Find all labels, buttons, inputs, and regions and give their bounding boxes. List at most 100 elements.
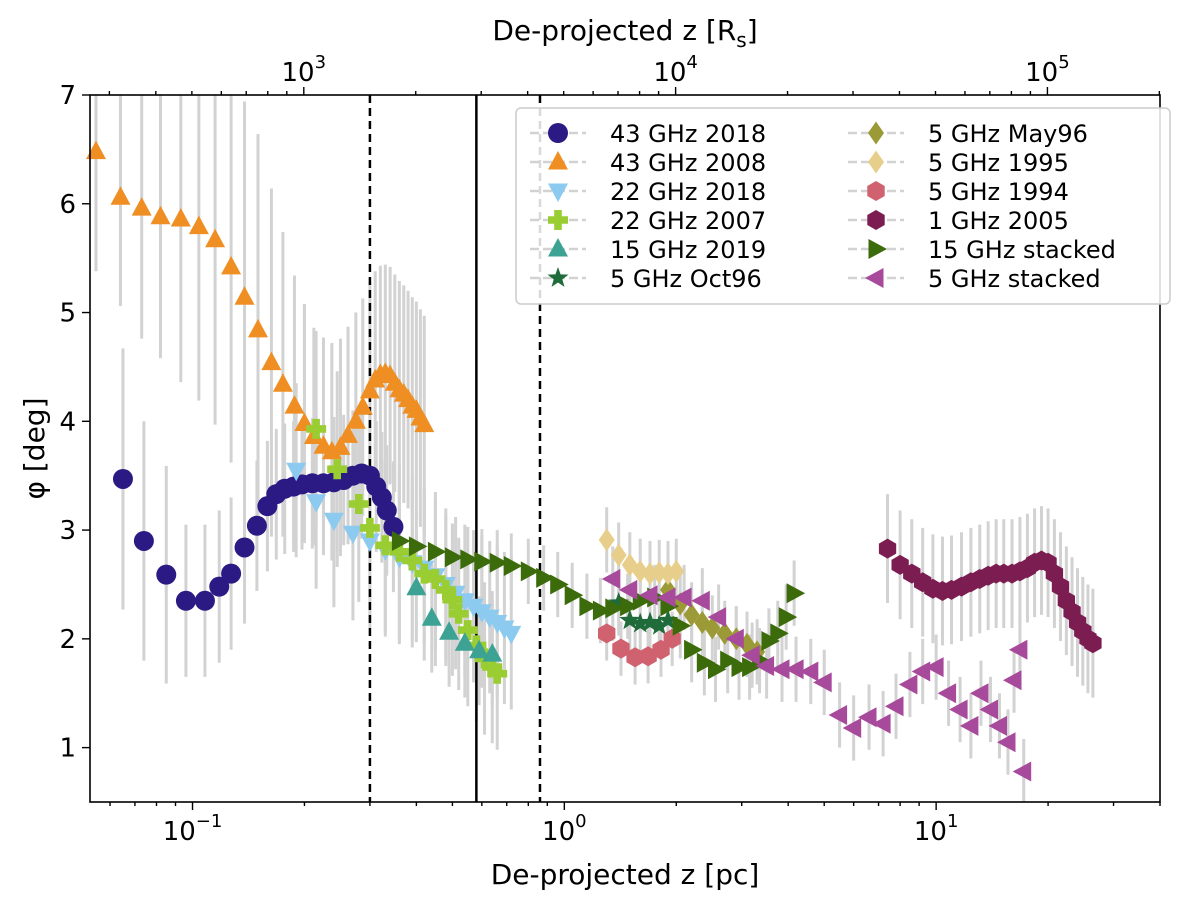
data-point (778, 607, 798, 628)
data-point (632, 590, 652, 611)
legend-marker (867, 181, 885, 201)
legend-item: 5 GHz 1995 (848, 149, 1069, 177)
series-5-ghz-1994 (598, 623, 681, 668)
data-point (414, 563, 435, 584)
data-point (997, 732, 1016, 753)
data-point (608, 592, 630, 612)
data-point (330, 436, 351, 455)
data-point (612, 638, 630, 659)
x-tick-label: 10−1 (163, 811, 223, 847)
y-axis-label: φ [deg] (18, 398, 51, 500)
data-point (221, 563, 242, 584)
data-point (170, 208, 191, 227)
data-point (663, 628, 681, 649)
data-point (234, 537, 255, 558)
top-axis-label-sub: s (736, 28, 746, 52)
legend-item: 22 GHz 2007 (530, 207, 766, 235)
data-point (704, 616, 721, 640)
data-point (979, 699, 998, 720)
data-point (707, 607, 727, 628)
data-point (731, 657, 750, 678)
data-point (383, 516, 404, 537)
y-tick-label: 7 (59, 81, 76, 111)
data-point (648, 614, 670, 635)
legend-marker (548, 210, 568, 230)
data-point (457, 620, 478, 641)
data-point (489, 552, 509, 573)
data-point (657, 609, 679, 630)
axis-ticks: 10−1 100 101 103 104 105 1 2 3 4 5 6 7 (59, 52, 1161, 847)
legend-label: 22 GHz 2018 (610, 178, 766, 206)
x2-tick-label: 105 (1025, 52, 1070, 88)
data-point (858, 707, 877, 728)
data-point (501, 625, 522, 645)
legend-marker (548, 238, 568, 257)
data-point (188, 215, 209, 235)
data-point (898, 674, 918, 695)
data-point (619, 609, 641, 630)
data-point (503, 556, 523, 576)
data-point (389, 541, 410, 562)
legend-label: 43 GHz 2008 (610, 149, 766, 177)
data-point (949, 699, 968, 720)
top-axis-label-main: De-projected z [R (492, 14, 736, 47)
y-tick-label: 3 (59, 516, 76, 546)
data-point (221, 255, 242, 275)
data-point (598, 623, 616, 644)
data-point (359, 379, 380, 399)
legend-label: 15 GHz stacked (928, 236, 1116, 264)
legend-item: 5 GHz 1994 (848, 178, 1069, 206)
data-point (442, 589, 463, 610)
data-points (86, 140, 1102, 782)
data-point (629, 612, 651, 633)
data-point (234, 286, 255, 305)
data-point (435, 579, 456, 600)
y-tick-label: 1 (59, 734, 76, 764)
data-point (691, 590, 710, 611)
data-point (391, 531, 411, 551)
data-point (842, 718, 862, 738)
data-point (345, 410, 366, 429)
data-point (175, 590, 196, 611)
data-point (1008, 639, 1028, 660)
x2-tick-label: 104 (653, 52, 698, 88)
legend-item: 43 GHz 2008 (530, 149, 766, 177)
legend-marker (867, 210, 885, 230)
data-point (306, 494, 327, 513)
data-point (463, 598, 484, 618)
legend-marker (868, 121, 884, 145)
data-point (720, 650, 739, 671)
data-point (359, 533, 380, 552)
legend-marker (547, 267, 569, 287)
data-point (959, 715, 979, 736)
legend-marker (865, 268, 884, 288)
data-point (194, 590, 215, 611)
data-point (651, 561, 668, 584)
data-point (272, 373, 293, 392)
data-point (327, 459, 348, 480)
data-point (209, 576, 230, 597)
legend-label: 5 GHz stacked (928, 265, 1101, 293)
legend-item: 5 GHz Oct96 (530, 265, 762, 293)
x-tick-label: 100 (542, 811, 587, 847)
data-point (988, 715, 1007, 736)
legend-item: 5 GHz May96 (848, 120, 1088, 148)
data-point (482, 657, 503, 678)
data-point (937, 683, 957, 704)
data-point (911, 661, 931, 682)
data-point (375, 535, 396, 556)
data-point (657, 587, 676, 608)
data-point (970, 683, 989, 704)
data-point (421, 607, 442, 626)
data-point (286, 462, 307, 482)
data-point (1051, 576, 1070, 597)
data-point (536, 567, 555, 588)
legend-item: 15 GHz 2019 (530, 236, 766, 264)
legend-marker (868, 150, 884, 174)
legend-marker (548, 123, 568, 143)
data-point (598, 528, 615, 552)
series-15-ghz-2019 (406, 576, 503, 662)
data-point (601, 569, 621, 589)
data-point (672, 615, 692, 636)
data-point (448, 603, 469, 624)
